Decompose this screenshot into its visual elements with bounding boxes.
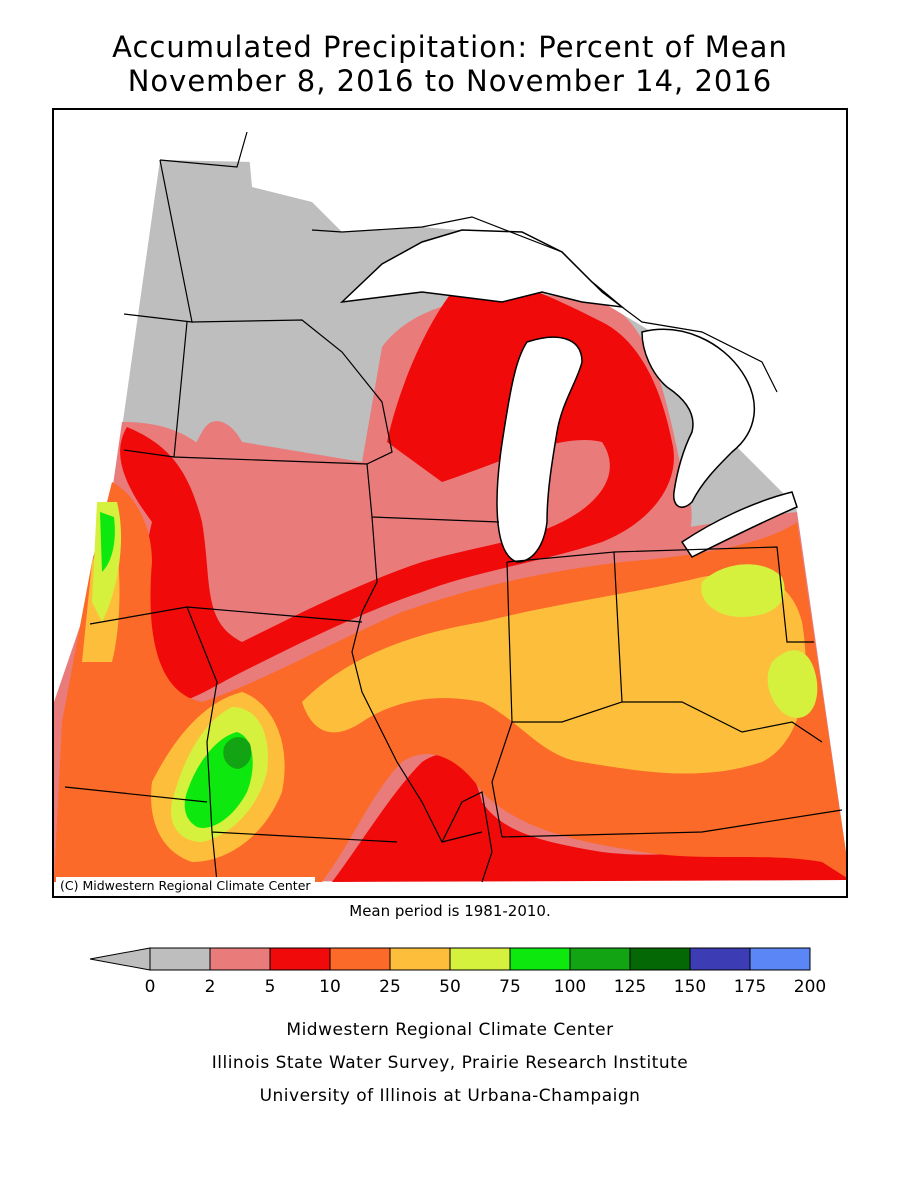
precipitation-map bbox=[54, 122, 846, 883]
legend-tick-label: 50 bbox=[439, 977, 461, 997]
legend-tick-label: 2 bbox=[205, 977, 216, 997]
color-legend: 0 2 5 10 25 50 75 100 125 150 175 200 bbox=[89, 947, 827, 997]
legend-swatch bbox=[749, 947, 811, 971]
legend-swatch bbox=[329, 947, 391, 971]
contour-50-75-pct bbox=[701, 564, 785, 617]
legend-swatch bbox=[389, 947, 451, 971]
legend-tick-label: 100 bbox=[554, 977, 586, 997]
state-boundaries bbox=[64, 159, 843, 883]
legend-tick-label: 5 bbox=[265, 977, 276, 997]
footer-survey-line: Illinois State Water Survey, Prairie Res… bbox=[211, 1053, 689, 1073]
legend-swatch bbox=[629, 947, 691, 971]
canada-outside-domain bbox=[237, 122, 846, 507]
legend-swatch bbox=[269, 947, 331, 971]
legend-under-arrow bbox=[89, 947, 151, 971]
contour-100-125-pct bbox=[223, 737, 252, 769]
legend-swatch bbox=[149, 947, 211, 971]
map-frame: (C) Midwestern Regional Climate Center bbox=[52, 108, 848, 898]
footer-university-line: University of Illinois at Urbana-Champai… bbox=[259, 1086, 641, 1106]
legend-tick-label: 25 bbox=[379, 977, 401, 997]
legend-tick-label: 10 bbox=[319, 977, 341, 997]
contour-25-50-pct bbox=[302, 574, 806, 774]
legend-ticks: 0 2 5 10 25 50 75 100 125 150 175 200 bbox=[145, 977, 827, 997]
mean-period-note: Mean period is 1981-2010. bbox=[349, 902, 551, 920]
lake-huron bbox=[641, 328, 756, 508]
legend-swatch bbox=[449, 947, 511, 971]
contour-75-100-pct bbox=[100, 512, 115, 572]
map-title-line-2: November 8, 2016 to November 14, 2016 bbox=[127, 64, 773, 98]
canada-border bbox=[159, 131, 778, 393]
legend-tick-label: 75 bbox=[499, 977, 521, 997]
lake-erie bbox=[680, 491, 798, 558]
legend-bar bbox=[89, 947, 811, 971]
map-credit: (C) Midwestern Regional Climate Center bbox=[56, 877, 315, 894]
legend-tick-label: 125 bbox=[614, 977, 646, 997]
legend-swatch bbox=[689, 947, 751, 971]
footer-org-line: Midwestern Regional Climate Center bbox=[286, 1020, 614, 1040]
map-title-line-1: Accumulated Precipitation: Percent of Me… bbox=[112, 30, 788, 64]
legend-swatch bbox=[569, 947, 631, 971]
contour-50-75-pct bbox=[767, 650, 818, 718]
legend-swatch bbox=[509, 947, 571, 971]
legend-tick-label: 0 bbox=[145, 977, 156, 997]
legend-tick-label: 175 bbox=[734, 977, 766, 997]
legend-tick-label: 150 bbox=[674, 977, 706, 997]
legend-tick-label: 200 bbox=[794, 977, 826, 997]
lake-michigan bbox=[496, 336, 583, 563]
legend-swatch bbox=[209, 947, 271, 971]
